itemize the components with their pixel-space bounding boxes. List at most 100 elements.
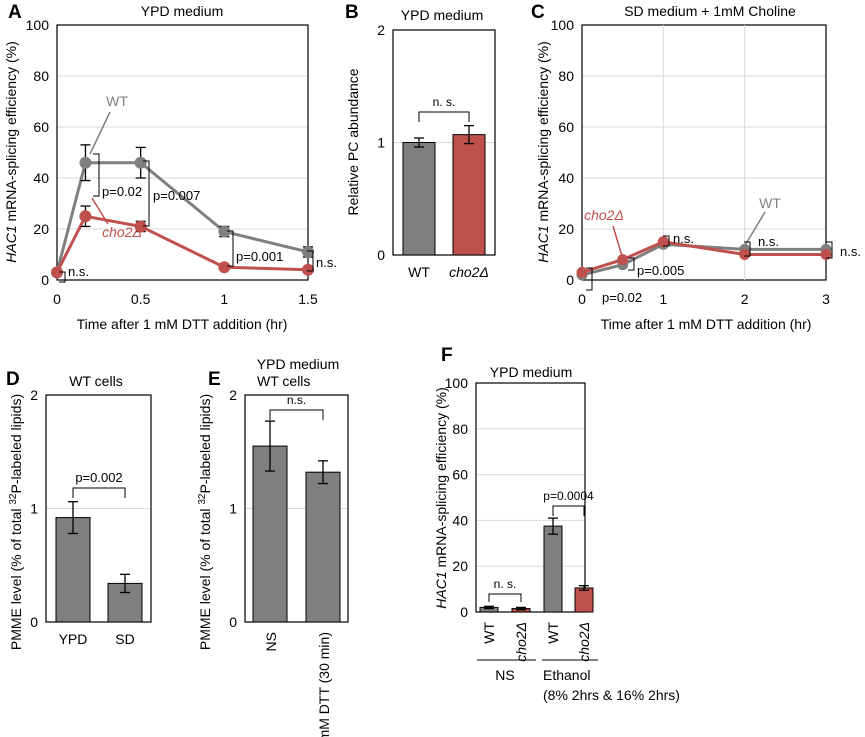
bar	[574, 587, 594, 613]
panel-a: 0 20 40 60 80 100 0 0.5 1 1.5 A YPD medium Time afte…	[3, 2, 337, 332]
y-tick-label: 60	[33, 119, 49, 135]
panel-title: YPD medium	[257, 356, 339, 372]
x-tick-label: WT	[545, 622, 561, 644]
significance-label: n.s.	[287, 393, 306, 407]
y-tick-label: 60	[452, 467, 468, 483]
panel-letter: A	[8, 2, 22, 23]
x-tick-label: 0.5	[131, 291, 151, 307]
significance-bracket	[269, 409, 324, 420]
data-point	[51, 266, 63, 279]
y-axis-label: PMME level (% of total 32P-labeled lipid…	[197, 394, 214, 650]
y-tick-label: 60	[558, 119, 574, 135]
y-tick-label: 40	[558, 170, 574, 186]
x-axis-label: Time after 1 mM DTT addition (hr)	[77, 316, 288, 332]
significance-label: n. s.	[433, 95, 456, 109]
data-point	[218, 261, 231, 274]
y-tick-label: 20	[33, 221, 49, 237]
panel-d: 0 1 2D WT cells PMME level (% of total 32P-l…	[6, 369, 152, 650]
significance-bracket	[307, 250, 314, 272]
panel-title: YPD medium	[141, 3, 223, 19]
panel-f: 0 20 40 60 80 100 F YPD medium HAC1 mRNA-splicin…	[433, 345, 680, 703]
data-point	[617, 254, 629, 266]
x-tick-label: WT	[481, 622, 497, 644]
y-axis-label: HAC1 mRNA-splicing efficiency (%)	[535, 41, 551, 262]
significance-label: p=0.001	[236, 249, 283, 264]
x-tick-label: 1	[659, 291, 667, 307]
significance-bracket	[826, 241, 833, 259]
y-tick-label: 1	[30, 501, 38, 517]
group-label: NS	[495, 667, 514, 683]
significance-bracket	[143, 160, 150, 227]
plot-frame	[581, 24, 827, 281]
y-tick-label: 40	[33, 170, 49, 186]
significance-label: p=0.02	[602, 290, 642, 305]
plot-frame	[56, 24, 309, 281]
legend-wt: WT	[759, 195, 781, 211]
bar	[55, 517, 91, 623]
y-tick-label: 100	[26, 17, 50, 33]
significance-label: n.s.	[758, 234, 779, 249]
x-tick-label: cho2Δ	[513, 622, 529, 662]
panel-b: 0 1 2 B YPD medium Relative PC abundance WT cho…	[345, 2, 496, 280]
y-tick-label: 2	[229, 387, 237, 403]
y-axis-label: HAC1 mRNA-splicing efficiency (%)	[433, 387, 449, 608]
y-tick-label: 2	[30, 387, 38, 403]
x-tick-label: cho2Δ	[449, 264, 489, 280]
panel-title: WT cells	[69, 373, 122, 389]
legend-wt: WT	[106, 93, 128, 109]
data-point	[576, 266, 588, 278]
bar	[402, 142, 436, 256]
data-point	[134, 220, 147, 233]
significance-label: n.s.	[316, 255, 337, 270]
significance-label: p=0.002	[75, 470, 122, 485]
data-point	[739, 249, 751, 260]
panel-c: 0 20 40 60 80 100 0 1 2 3 C SD medium + 1mM Choline…	[531, 2, 861, 332]
x-tick-label: 0	[53, 291, 61, 307]
significance-bracket	[663, 235, 670, 247]
plot-frame	[244, 394, 349, 623]
bar	[543, 525, 563, 613]
significance-label: n.s.	[840, 244, 861, 259]
group-label: Ethanol	[543, 667, 590, 683]
data-point	[218, 225, 231, 238]
significance-bracket	[59, 271, 66, 283]
significance-bracket	[488, 593, 522, 602]
data-point	[302, 263, 314, 276]
y-tick-label: 80	[558, 68, 574, 84]
significance-label: p=0.007	[153, 188, 200, 203]
x-axis-label: Time after 1 mM DTT addition (hr)	[601, 316, 812, 332]
panel-letter: E	[208, 369, 221, 390]
significance-bracket	[744, 241, 751, 257]
y-tick-label: 20	[558, 221, 574, 237]
y-tick-label: 2	[377, 22, 385, 38]
panel-title: YPD medium	[401, 7, 483, 23]
significance-bracket	[93, 153, 100, 197]
x-tick-label: WT	[408, 264, 430, 280]
y-tick-label: 0	[229, 614, 237, 630]
significance-bracket	[628, 257, 635, 271]
panel-title: YPD medium	[490, 364, 572, 380]
y-tick-label: 80	[452, 421, 468, 437]
panel-letter: C	[531, 2, 545, 23]
significance-label: p=0.02	[102, 184, 142, 199]
x-tick-label: 1	[220, 291, 228, 307]
x-tick-label: 0	[578, 291, 586, 307]
group-sublabel: (8% 2hrs & 16% 2hrs)	[543, 687, 680, 703]
data-point	[79, 210, 92, 223]
significance-bracket	[586, 267, 593, 291]
y-tick-label: 0	[30, 614, 38, 630]
y-tick-label: 40	[452, 512, 468, 528]
significance-label: n.s.	[68, 264, 89, 279]
y-tick-label: 0	[460, 604, 468, 620]
y-axis-label: HAC1 mRNA-splicing efficiency (%)	[3, 41, 19, 262]
legend-leader	[91, 197, 109, 225]
significance-label: n.s.	[673, 231, 694, 246]
panel-title: SD medium + 1mM Choline	[624, 3, 796, 19]
y-tick-label: 100	[445, 375, 469, 391]
legend-cho2: cho2Δ	[584, 207, 624, 223]
data-point	[820, 249, 832, 260]
bar	[305, 471, 341, 623]
data-point	[134, 156, 147, 169]
significance-bracket	[418, 111, 470, 122]
